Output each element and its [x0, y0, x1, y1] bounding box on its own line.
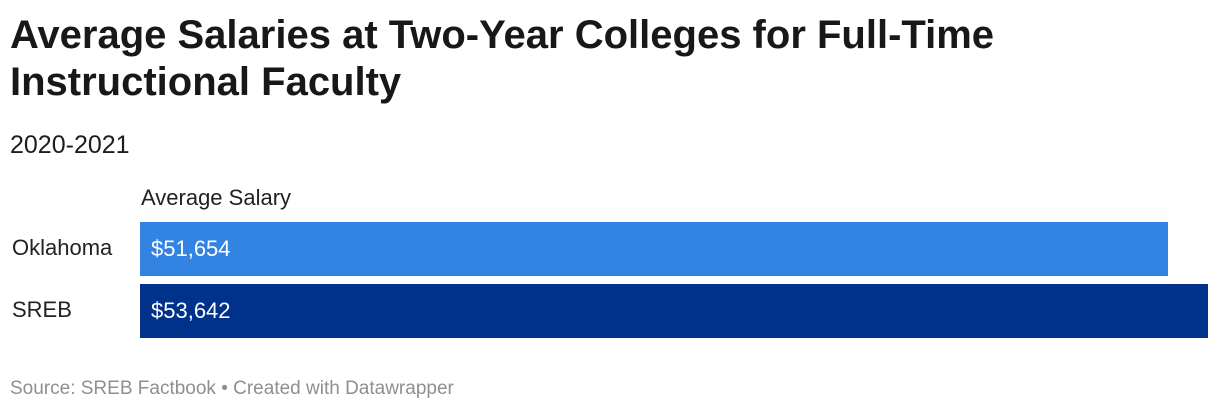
chart-subtitle: 2020-2021 [10, 131, 130, 159]
bar-value-label: $53,642 [151, 298, 231, 323]
source-footer: Source: SREB Factbook • Created with Dat… [10, 378, 454, 399]
row-label-oklahoma: Oklahoma [12, 235, 113, 260]
chart-title: Average Salaries at Two-Year Colleges fo… [10, 13, 995, 104]
column-header: Average Salary [141, 185, 292, 210]
bar-value-label: $51,654 [151, 236, 231, 261]
bar-sreb: $53,642 [140, 284, 1208, 338]
bar-oklahoma: $51,654 [140, 222, 1168, 276]
row-label-sreb: SREB [12, 297, 72, 322]
